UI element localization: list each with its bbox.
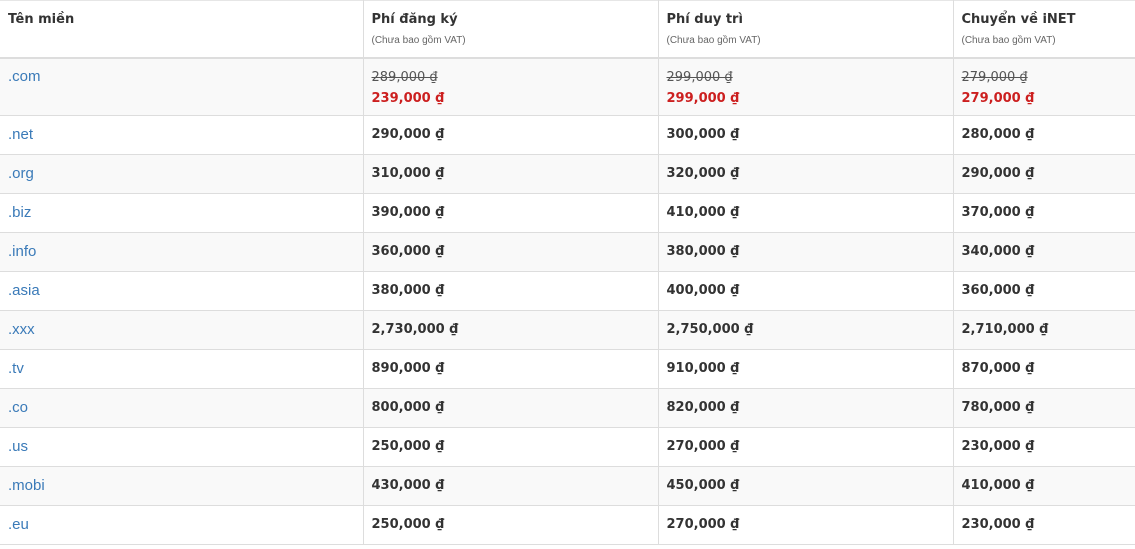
renew-price-cell: 400,000 ₫: [657, 271, 954, 311]
register-price-cell: 2,730,000 ₫: [362, 310, 659, 350]
domain-cell: .tv: [0, 349, 364, 389]
domain-link-asia[interactable]: .asia: [8, 282, 40, 299]
header-domain: Tên miền: [0, 0, 364, 59]
domain-cell: .com: [0, 57, 364, 116]
renew-old-price: 299,000 ₫: [666, 69, 733, 85]
transfer-price-cell: 290,000 ₫: [952, 154, 1135, 194]
table-row-tv: .tv 890,000 ₫ 910,000 ₫ 870,000 ₫: [0, 349, 1135, 389]
table-row-asia: .asia 380,000 ₫ 400,000 ₫ 360,000 ₫: [0, 271, 1135, 311]
table-row-net: .net 290,000 ₫ 300,000 ₫ 280,000 ₫: [0, 115, 1135, 155]
renew-price-cell: 320,000 ₫: [657, 154, 954, 194]
transfer-price-cell: 870,000 ₫: [952, 349, 1135, 389]
register-price-cell: 250,000 ₫: [362, 505, 659, 545]
table-row-org: .org 310,000 ₫ 320,000 ₫ 290,000 ₫: [0, 154, 1135, 194]
renew-price-cell: 410,000 ₫: [657, 193, 954, 233]
domain-cell: .mobi: [0, 466, 364, 506]
renew-price-cell: 910,000 ₫: [657, 349, 954, 389]
domain-cell: .org: [0, 154, 364, 194]
domain-link-net[interactable]: .net: [8, 126, 34, 143]
domain-cell: .asia: [0, 271, 364, 311]
header-register-vat-note: (Chưa bao gồm VAT): [371, 35, 466, 46]
domain-link-tv[interactable]: .tv: [8, 360, 24, 377]
domain-cell: .info: [0, 232, 364, 272]
header-register: Phí đăng ký (Chưa bao gồm VAT): [362, 0, 659, 59]
table-row-co: .co 800,000 ₫ 820,000 ₫ 780,000 ₫: [0, 388, 1135, 428]
renew-price-cell: 299,000 ₫ 299,000 ₫: [657, 57, 954, 116]
domain-cell: .net: [0, 115, 364, 155]
domain-link-com[interactable]: .com: [8, 67, 41, 85]
renew-price-cell: 380,000 ₫: [657, 232, 954, 272]
transfer-price-cell: 780,000 ₫: [952, 388, 1135, 428]
transfer-price-cell: 370,000 ₫: [952, 193, 1135, 233]
table-row-info: .info 360,000 ₫ 380,000 ₫ 340,000 ₫: [0, 232, 1135, 272]
table-row-eu: .eu 250,000 ₫ 270,000 ₫ 230,000 ₫: [0, 505, 1135, 545]
renew-price-cell: 820,000 ₫: [657, 388, 954, 428]
domain-cell: .co: [0, 388, 364, 428]
header-transfer: Chuyển về iNET (Chưa bao gồm VAT): [952, 0, 1135, 59]
register-price-cell: 890,000 ₫: [362, 349, 659, 389]
header-renew-vat-note: (Chưa bao gồm VAT): [666, 35, 761, 46]
header-register-label: Phí đăng ký: [371, 12, 458, 27]
transfer-sale-price: 279,000 ₫: [961, 90, 1035, 106]
register-sale-price: 239,000 ₫: [371, 90, 445, 106]
domain-link-us[interactable]: .us: [8, 438, 29, 455]
domain-cell: .us: [0, 427, 364, 467]
register-price-cell: 390,000 ₫: [362, 193, 659, 233]
domain-link-co[interactable]: .co: [8, 399, 29, 416]
table-row-xxx: .xxx 2,730,000 ₫ 2,750,000 ₫ 2,710,000 ₫: [0, 310, 1135, 350]
header-renew-label: Phí duy trì: [666, 12, 743, 27]
transfer-old-price: 279,000 ₫: [961, 69, 1028, 85]
domain-link-info[interactable]: .info: [8, 243, 37, 260]
transfer-price-cell: 2,710,000 ₫: [952, 310, 1135, 350]
renew-price-cell: 300,000 ₫: [657, 115, 954, 155]
domain-cell: .eu: [0, 505, 364, 545]
register-price-cell: 310,000 ₫: [362, 154, 659, 194]
transfer-price-cell: 230,000 ₫: [952, 505, 1135, 545]
transfer-price-cell: 279,000 ₫ 279,000 ₫: [952, 57, 1135, 116]
table-row-us: .us 250,000 ₫ 270,000 ₫ 230,000 ₫: [0, 427, 1135, 467]
renew-price-cell: 270,000 ₫: [657, 505, 954, 545]
domain-cell: .biz: [0, 193, 364, 233]
domain-link-xxx[interactable]: .xxx: [8, 321, 35, 338]
register-price-cell: 360,000 ₫: [362, 232, 659, 272]
renew-sale-price: 299,000 ₫: [666, 90, 740, 106]
table-row-com: .com 289,000 ₫ 239,000 ₫ 299,000 ₫ 299,0…: [0, 57, 1135, 116]
domain-link-mobi[interactable]: .mobi: [8, 477, 45, 494]
header-domain-label: Tên miền: [8, 12, 75, 27]
transfer-price-cell: 360,000 ₫: [952, 271, 1135, 311]
domain-link-org[interactable]: .org: [8, 165, 34, 182]
header-transfer-vat-note: (Chưa bao gồm VAT): [961, 35, 1056, 46]
transfer-price-cell: 230,000 ₫: [952, 427, 1135, 467]
header-renew: Phí duy trì (Chưa bao gồm VAT): [657, 0, 954, 59]
renew-price-cell: 2,750,000 ₫: [657, 310, 954, 350]
transfer-price-cell: 410,000 ₫: [952, 466, 1135, 506]
renew-price-cell: 270,000 ₫: [657, 427, 954, 467]
header-transfer-label: Chuyển về iNET: [961, 12, 1076, 27]
transfer-price-cell: 280,000 ₫: [952, 115, 1135, 155]
register-price-cell: 250,000 ₫: [362, 427, 659, 467]
table-row-biz: .biz 390,000 ₫ 410,000 ₫ 370,000 ₫: [0, 193, 1135, 233]
table-header-row: Tên miền Phí đăng ký (Chưa bao gồm VAT) …: [0, 0, 1135, 59]
transfer-price-cell: 340,000 ₫: [952, 232, 1135, 272]
domain-cell: .xxx: [0, 310, 364, 350]
register-old-price: 289,000 ₫: [371, 69, 438, 85]
register-price-cell: 430,000 ₫: [362, 466, 659, 506]
register-price-cell: 380,000 ₫: [362, 271, 659, 311]
domain-link-eu[interactable]: .eu: [8, 516, 29, 533]
domain-link-biz[interactable]: .biz: [8, 204, 32, 221]
table-row-mobi: .mobi 430,000 ₫ 450,000 ₫ 410,000 ₫: [0, 466, 1135, 506]
renew-price-cell: 450,000 ₫: [657, 466, 954, 506]
register-price-cell: 289,000 ₫ 239,000 ₫: [362, 57, 659, 116]
register-price-cell: 290,000 ₫: [362, 115, 659, 155]
register-price-cell: 800,000 ₫: [362, 388, 659, 428]
